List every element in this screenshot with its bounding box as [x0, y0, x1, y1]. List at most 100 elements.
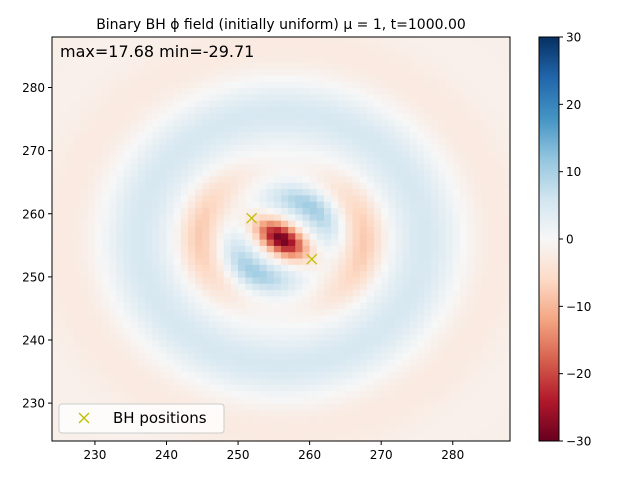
heatmap-cell [302, 257, 311, 265]
heatmap-cell [252, 232, 261, 240]
heatmap-cell [259, 270, 268, 278]
heatmap-cell [216, 251, 225, 259]
heatmap-cell [366, 333, 375, 341]
heatmap-cell [331, 37, 339, 44]
heatmap-cell [238, 371, 246, 379]
heatmap-cell [331, 232, 339, 240]
heatmap-cell [495, 415, 504, 423]
heatmap-cell [166, 358, 175, 366]
heatmap-cell [223, 434, 232, 441]
heatmap-cell [438, 434, 447, 441]
heatmap-cell [94, 257, 103, 265]
heatmap-cell [281, 125, 289, 133]
heatmap-cell [123, 175, 132, 183]
heatmap-cell [381, 188, 389, 196]
heatmap-cell [366, 112, 375, 120]
heatmap-cell [87, 434, 96, 441]
heatmap-cell [137, 194, 146, 202]
heatmap-cell [374, 403, 382, 411]
heatmap-cell [459, 403, 468, 411]
heatmap-cell [431, 106, 440, 114]
heatmap-cell [216, 333, 225, 341]
heatmap-cell [102, 239, 110, 246]
heatmap-cell [238, 119, 246, 126]
heatmap-cell [59, 150, 67, 158]
heatmap-cell [116, 327, 125, 335]
heatmap-cell [52, 55, 60, 63]
heatmap-cell [395, 239, 404, 246]
heatmap-cell [309, 409, 318, 417]
heatmap-cell [187, 365, 196, 373]
heatmap-cell [381, 55, 389, 63]
heatmap-cell [402, 232, 411, 240]
heatmap-cell [273, 119, 282, 126]
heatmap-cell [331, 55, 339, 63]
heatmap-cell [338, 327, 347, 335]
heatmap-cell [395, 182, 404, 190]
heatmap-cell [109, 81, 118, 89]
heatmap-cell [94, 302, 103, 310]
heatmap-cell [488, 62, 497, 70]
heatmap-cell [402, 87, 411, 95]
heatmap-cell [295, 365, 304, 373]
heatmap-cell [109, 333, 118, 341]
heatmap-cell [316, 93, 325, 101]
heatmap-cell [266, 327, 275, 335]
heatmap-cell [87, 371, 96, 379]
heatmap-cell [338, 175, 347, 183]
heatmap-cell [359, 264, 368, 272]
colorbar-tick-label: 10 [566, 165, 581, 179]
heatmap-cell [223, 314, 232, 322]
heatmap-cell [259, 100, 268, 108]
heatmap-cell [295, 352, 304, 360]
heatmap-cell [445, 321, 454, 328]
heatmap-cell [338, 415, 347, 423]
heatmap-cell [216, 308, 225, 316]
heatmap-cell [202, 276, 211, 284]
heatmap-cell [94, 87, 103, 95]
heatmap-cell [73, 390, 82, 398]
heatmap-cell [288, 62, 296, 70]
heatmap-cell [438, 125, 447, 133]
heatmap-cell [352, 93, 361, 101]
heatmap-cell [467, 371, 475, 379]
heatmap-cell [52, 93, 60, 101]
heatmap-cell [402, 125, 411, 133]
heatmap-cell [323, 302, 332, 310]
heatmap-cell [374, 308, 382, 316]
heatmap-cell [438, 422, 447, 429]
heatmap-cell [80, 188, 89, 196]
heatmap-cell [366, 226, 375, 234]
heatmap-cell [94, 289, 103, 297]
heatmap-cell [259, 340, 268, 347]
heatmap-cell [259, 87, 268, 95]
heatmap-cell [109, 384, 118, 392]
heatmap-cell [331, 156, 339, 164]
heatmap-cell [424, 371, 432, 379]
heatmap-cell [266, 264, 275, 272]
heatmap-cell [359, 289, 368, 297]
heatmap-cell [216, 302, 225, 310]
heatmap-cell [116, 365, 125, 373]
heatmap-cell [359, 62, 368, 70]
heatmap-cell [395, 302, 404, 310]
heatmap-cell [94, 182, 103, 190]
heatmap-cell [80, 346, 89, 354]
heatmap-cell [374, 302, 382, 310]
colorbar-tick-label: −30 [566, 435, 591, 449]
heatmap-cell [467, 74, 475, 82]
heatmap-cell [180, 264, 189, 272]
heatmap-cell [359, 194, 368, 202]
heatmap-cell [366, 163, 375, 171]
heatmap-cell [273, 125, 282, 133]
heatmap-cell [402, 257, 411, 265]
heatmap-cell [209, 43, 218, 51]
heatmap-cell [481, 257, 490, 265]
heatmap-cell [94, 384, 103, 392]
heatmap-cell [409, 264, 418, 272]
heatmap-cell [166, 365, 175, 373]
heatmap-cell [452, 169, 461, 177]
heatmap-cell [431, 251, 440, 259]
heatmap-cell [359, 428, 368, 436]
